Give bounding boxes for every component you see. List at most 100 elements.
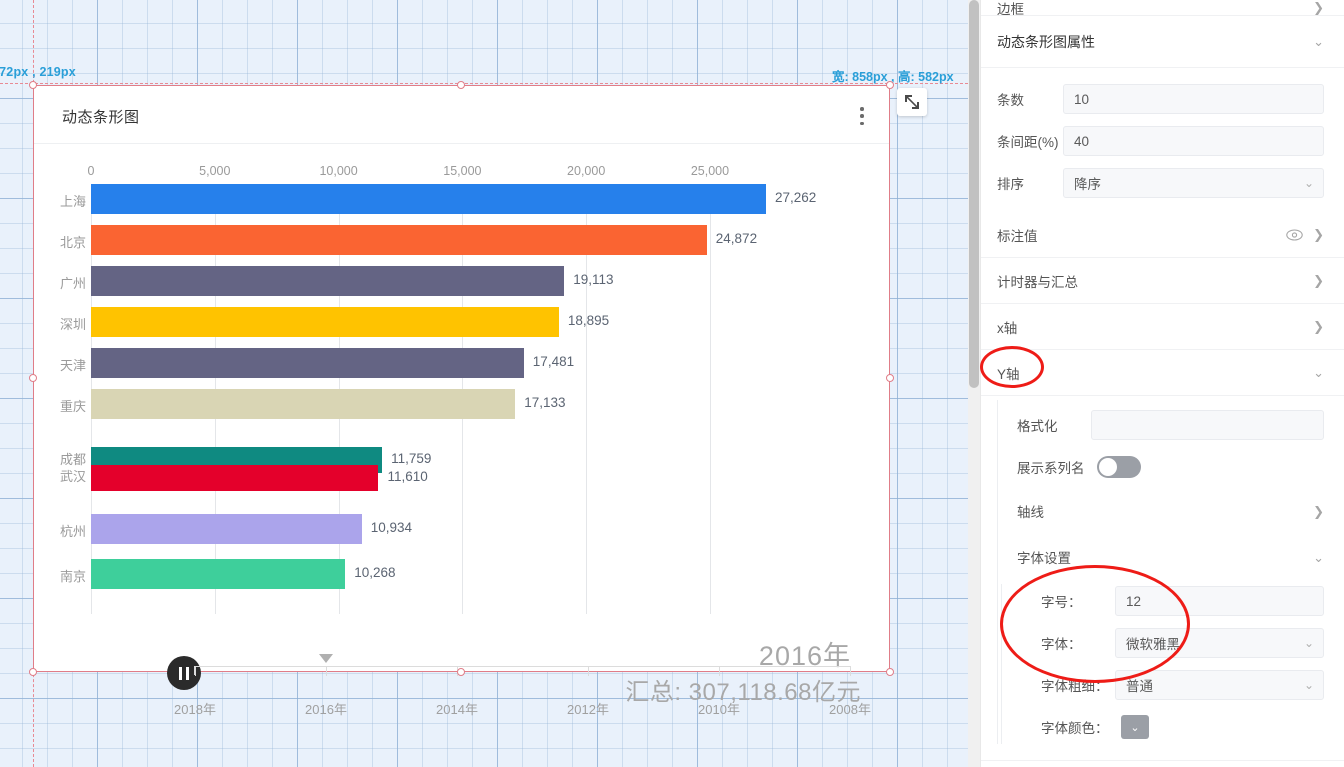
bar: [91, 307, 559, 337]
chevron-down-icon[interactable]: ⌄: [1313, 549, 1324, 565]
field-sort-order: 排序 降序 ⌄: [981, 162, 1344, 204]
bar-count-input[interactable]: 10: [1063, 84, 1324, 114]
bar-category-label: 南京: [59, 569, 86, 584]
font-family-select[interactable]: 微软雅黑 ⌄: [1115, 628, 1324, 658]
bar-value-label: 11,759: [391, 451, 432, 466]
timeline-position-marker[interactable]: [319, 654, 333, 663]
bar: [91, 184, 766, 214]
panel-scrollbar-thumb[interactable]: [969, 0, 979, 388]
resize-handle-top-left[interactable]: [29, 81, 37, 89]
resize-handle-middle-right[interactable]: [886, 373, 894, 382]
resize-handle-bottom-left[interactable]: [29, 668, 37, 676]
pause-icon[interactable]: [167, 656, 201, 690]
panel-row-axis-line[interactable]: 轴线 ❯: [985, 488, 1344, 534]
resize-handle-middle-left[interactable]: [29, 373, 37, 382]
timeline-tick-label[interactable]: 2008年: [829, 702, 871, 717]
timeline-tick-label[interactable]: 2010年: [698, 702, 740, 717]
timeline-tick: [195, 667, 196, 676]
chevron-down-icon[interactable]: ⌄: [1313, 365, 1324, 380]
panel-row-x-axis[interactable]: x轴 ❯: [981, 304, 1344, 350]
bar-category-label: 广州: [59, 276, 86, 291]
bar: [91, 465, 379, 491]
panel-row-x-axis-label: x轴: [997, 320, 1018, 336]
sort-order-select[interactable]: 降序 ⌄: [1063, 168, 1324, 198]
bar-value-label: 17,481: [532, 354, 575, 369]
font-color-picker[interactable]: ⌄: [1121, 715, 1149, 739]
chevron-right-icon: ❯: [1313, 0, 1324, 15]
x-axis-tick-label: 0: [87, 164, 95, 178]
section-header-dynamic-bar-chart[interactable]: 动态条形图属性 ⌄: [981, 16, 1344, 68]
font-family-value: 微软雅黑: [1126, 637, 1180, 652]
card-header: 动态条形图: [34, 86, 889, 144]
panel-row-y-axis[interactable]: Y轴 ⌄: [981, 350, 1344, 396]
bar-category-label: 重庆: [59, 399, 86, 414]
field-bar-count-label: 条数: [997, 93, 1024, 108]
guide-line-horizontal: [0, 83, 968, 84]
panel-row-label-value-label: 标注值: [997, 228, 1038, 244]
chart-card: 动态条形图 0 5,000 10,000 15,000 20,000 25,000 上海 2…: [34, 86, 889, 717]
kebab-menu-icon[interactable]: [852, 104, 872, 128]
bar-value-label: 11,610: [387, 469, 428, 484]
resize-handle-top-right[interactable]: [886, 81, 894, 89]
field-bar-gap: 条间距(%) 40: [981, 120, 1344, 162]
show-series-name-toggle[interactable]: [1096, 456, 1141, 478]
panel-row-border-partial[interactable]: 边框 ❯: [981, 0, 1344, 16]
total-annotation: 汇总: 307,118.68亿元: [625, 679, 861, 706]
bar-value-label: 10,934: [370, 520, 412, 535]
timeline-tick-label[interactable]: 2014年: [436, 702, 478, 717]
chevron-right-icon[interactable]: ❯: [1313, 273, 1324, 288]
field-font-color: 字体颜色： ⌄: [1005, 706, 1344, 748]
card-title: 动态条形图: [62, 109, 140, 126]
panel-row-label-value[interactable]: 标注值 ❯: [981, 212, 1344, 258]
font-weight-value: 普通: [1126, 679, 1153, 694]
chevron-right-icon[interactable]: ❯: [1313, 227, 1324, 242]
bar-gap-input[interactable]: 40: [1063, 126, 1324, 156]
panel-row-font-settings[interactable]: 字体设置 ⌄: [985, 534, 1344, 580]
chevron-down-icon: ⌄: [1303, 176, 1314, 190]
bar-category-label: 成都: [59, 452, 86, 467]
coordinate-readout: 472px , 219px: [0, 65, 76, 79]
bar-category-label: 上海: [59, 194, 86, 209]
chevron-down-icon: ⌄: [1303, 678, 1314, 692]
section-title: 动态条形图属性: [997, 33, 1095, 50]
timeline-control[interactable]: 2018年 2016年 2014年 2012年 2010年 2008年: [34, 644, 889, 724]
panel-row-timeline[interactable]: 时间轴 ❯: [981, 760, 1344, 767]
design-canvas[interactable]: 472px , 219px 宽: 858px , 高: 582px 动态条形图 …: [0, 0, 968, 767]
field-font-weight: 字体粗细： 普通 ⌄: [1005, 664, 1344, 706]
timeline-tick-label[interactable]: 2016年: [305, 702, 347, 717]
properties-panel: 边框 ❯ 动态条形图属性 ⌄ 条数 10 条间距(%) 40 排序 降序 ⌄: [980, 0, 1344, 767]
timeline-tick: [850, 667, 851, 676]
chevron-down-icon: ⌄: [1313, 34, 1324, 49]
expand-resize-glyph: [905, 95, 919, 109]
x-axis-tick-label: 25,000: [690, 164, 730, 178]
panel-row-y-axis-label: Y轴: [997, 366, 1020, 382]
timeline-tick-label[interactable]: 2012年: [567, 702, 609, 717]
panel-row-timer-and-total[interactable]: 计时器与汇总 ❯: [981, 258, 1344, 304]
resize-handle-top-center[interactable]: [456, 81, 465, 89]
bar-series: 上海 27,262 北京 24,872 广州 19,113 深圳 18,895 天津 17,481…: [34, 184, 889, 624]
resize-handle-bottom-center[interactable]: [456, 668, 465, 676]
timeline-axis[interactable]: 2018年 2016年 2014年 2012年 2010年 2008年: [174, 654, 871, 717]
expand-resize-icon[interactable]: [897, 88, 927, 116]
chevron-right-icon[interactable]: ❯: [1313, 503, 1324, 519]
toggle-knob: [1098, 458, 1117, 476]
selection-frame[interactable]: 动态条形图 0 5,000 10,000 15,000 20,000 25,000 上海 2…: [29, 81, 894, 717]
field-show-series-name-label: 展示系列名: [1017, 461, 1085, 476]
eye-icon[interactable]: [1286, 228, 1303, 241]
bar-category-label: 天津: [59, 358, 86, 373]
field-font-family: 字体： 微软雅黑 ⌄: [1005, 622, 1344, 664]
resize-handle-bottom-right[interactable]: [886, 668, 894, 676]
font-weight-select[interactable]: 普通 ⌄: [1115, 670, 1324, 700]
gridline: [709, 184, 711, 614]
timeline-tick: [719, 667, 720, 676]
format-input[interactable]: [1091, 410, 1324, 440]
chevron-right-icon[interactable]: ❯: [1313, 319, 1324, 334]
x-axis-tick-label: 5,000: [199, 164, 231, 178]
timeline-tick-label[interactable]: 2018年: [174, 702, 216, 717]
panel-scrollbar-track[interactable]: [968, 0, 980, 767]
field-format-label: 格式化: [1017, 419, 1058, 434]
field-bar-count: 条数 10: [981, 78, 1344, 120]
bar-category-label: 北京: [59, 235, 86, 250]
font-size-input[interactable]: 12: [1115, 586, 1324, 616]
field-format: 格式化: [985, 404, 1344, 446]
